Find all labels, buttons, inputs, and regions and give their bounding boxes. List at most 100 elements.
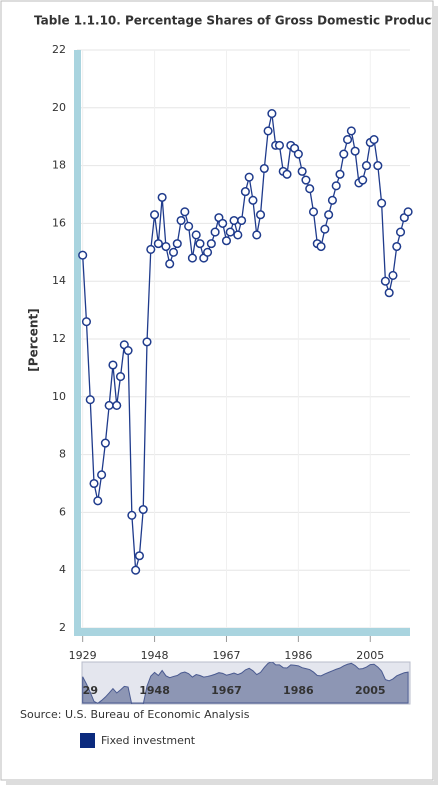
data-point — [131, 565, 141, 575]
data-point — [195, 239, 205, 249]
data-point — [229, 215, 239, 226]
data-point — [108, 360, 118, 370]
data-point — [301, 175, 311, 185]
data-point — [316, 241, 326, 252]
data-point — [297, 166, 307, 176]
data-point — [168, 247, 179, 257]
y-tick-label: 22 — [52, 43, 66, 56]
data-point — [165, 259, 175, 269]
data-point — [138, 504, 148, 515]
data-point — [104, 400, 114, 411]
data-point — [81, 317, 92, 327]
data-point — [127, 510, 137, 520]
data-point — [225, 227, 235, 237]
data-point — [305, 184, 315, 194]
data-point — [187, 253, 197, 263]
data-point — [388, 270, 398, 280]
data-point — [335, 169, 345, 179]
data-point — [210, 227, 220, 237]
data-point — [369, 135, 379, 145]
data-point — [180, 207, 190, 217]
chart-title: Table 1.1.10. Percentage Shares of Gross… — [34, 14, 438, 28]
x-tick-label: 2005 — [356, 649, 384, 662]
data-point — [308, 207, 319, 217]
y-tick-label: 18 — [52, 159, 66, 172]
y-axis-label: [Percent] — [27, 308, 41, 371]
x-axis-bar — [74, 628, 410, 636]
data-point — [191, 230, 201, 240]
y-tick-label: 6 — [59, 505, 66, 518]
data-point — [324, 210, 334, 220]
navigator-tick-label: 1986 — [283, 684, 314, 697]
data-point — [176, 215, 186, 226]
data-point — [358, 175, 368, 185]
navigator-tick-label: 1967 — [211, 684, 242, 697]
x-tick-label: 1948 — [141, 649, 169, 662]
data-point — [255, 210, 266, 220]
data-point — [240, 187, 250, 197]
navigator-tick-label: 1929 — [67, 684, 98, 697]
data-point — [93, 496, 103, 506]
y-tick-label: 2 — [59, 621, 66, 634]
data-point — [259, 163, 269, 174]
data-point — [339, 149, 349, 159]
data-point — [153, 239, 163, 249]
data-point — [350, 146, 360, 156]
legend-swatch — [80, 733, 95, 748]
data-point — [97, 470, 107, 480]
data-point — [172, 239, 182, 249]
data-point — [146, 244, 156, 254]
data-point — [248, 195, 258, 205]
data-point — [115, 372, 126, 382]
data-point — [252, 230, 262, 240]
legend-label: Fixed investment — [101, 734, 196, 747]
plot — [78, 109, 413, 575]
shadow — [6, 781, 438, 785]
data-point — [346, 126, 356, 136]
data-point — [377, 198, 387, 208]
data-point — [392, 241, 402, 252]
data-point — [267, 109, 277, 119]
data-point — [150, 210, 160, 220]
data-point — [320, 224, 330, 234]
data-point — [282, 169, 292, 179]
y-tick-label: 12 — [52, 332, 66, 345]
data-point — [343, 135, 353, 145]
data-point — [161, 241, 171, 252]
navigator-tick-label: 2005 — [355, 684, 386, 697]
y-tick-label: 8 — [59, 448, 66, 461]
y-tick-label: 10 — [52, 390, 66, 403]
shadow — [434, 6, 438, 784]
data-point — [89, 478, 99, 489]
data-point — [134, 551, 144, 561]
data-point — [233, 230, 243, 240]
data-point — [237, 215, 247, 226]
y-tick-label: 4 — [59, 563, 66, 576]
navigator-series: 1929 1948 1967 1986 2005 — [67, 662, 409, 704]
data-point — [384, 288, 394, 298]
data-point — [380, 276, 390, 286]
navigator-area — [82, 662, 409, 704]
y-tick-label: 16 — [52, 216, 66, 229]
data-point — [206, 239, 216, 249]
x-tick-label: 1986 — [284, 649, 312, 662]
y-axis-bar — [74, 50, 81, 636]
data-point — [395, 227, 406, 237]
navigator-tick-label: 1948 — [139, 684, 170, 697]
data-point — [403, 207, 413, 217]
data-point — [244, 172, 254, 182]
data-point — [293, 149, 303, 159]
y-tick-label: 20 — [52, 101, 66, 114]
data-point — [78, 250, 88, 260]
data-point — [112, 400, 122, 411]
data-point — [123, 346, 133, 356]
data-point — [142, 337, 152, 347]
data-point — [327, 195, 337, 205]
data-point — [331, 181, 341, 191]
data-point — [274, 140, 284, 150]
y-tick-label: 14 — [52, 274, 66, 287]
x-tick-label: 1967 — [212, 649, 240, 662]
data-point — [373, 161, 383, 171]
